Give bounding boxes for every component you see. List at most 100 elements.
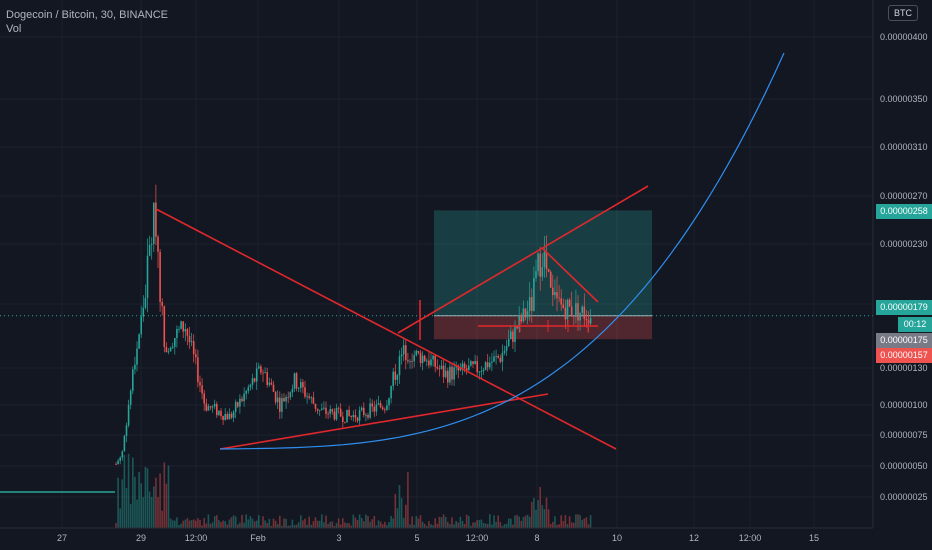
- y-axis: 0.00000400 0.00000350 0.00000310 0.00000270…: [872, 0, 928, 528]
- x-tick-label: 12:00: [739, 533, 762, 543]
- candle-body: [283, 398, 285, 402]
- volume-bar: [503, 524, 506, 528]
- volume-bar: [413, 524, 415, 528]
- volume-bar: [575, 514, 577, 528]
- candle-body: [201, 385, 203, 394]
- volume-bar: [352, 514, 355, 528]
- candle-body: [234, 402, 237, 412]
- candle-body: [365, 414, 367, 416]
- volume-bar: [493, 515, 495, 528]
- volume-bar: [178, 525, 180, 528]
- volume-bar: [184, 519, 187, 528]
- volume-bar: [150, 496, 153, 528]
- candle-body: [232, 411, 235, 418]
- volume-bar: [159, 473, 161, 528]
- drawings[interactable]: [155, 52, 785, 450]
- volume-bar: [312, 521, 315, 528]
- candle-body: [159, 251, 161, 302]
- candle-body: [153, 202, 155, 244]
- volume-bar: [371, 519, 373, 528]
- candle-body: [476, 361, 478, 373]
- candle-body: [526, 311, 529, 318]
- candle-body: [295, 373, 298, 389]
- y-tick-label: 0.00000350: [880, 94, 928, 104]
- volume-bar: [373, 515, 376, 528]
- candle-body: [392, 371, 394, 387]
- candle-body: [459, 367, 462, 371]
- volume-bar: [451, 517, 453, 528]
- candle-body: [230, 413, 233, 418]
- currency-button[interactable]: BTC: [888, 5, 918, 21]
- candle-body: [237, 402, 239, 407]
- volume-bar: [293, 525, 296, 528]
- candle-body: [220, 410, 222, 417]
- volume-bar: [251, 518, 254, 528]
- volume-bar: [394, 493, 397, 528]
- candle-body: [386, 405, 388, 410]
- candle-body: [356, 417, 359, 421]
- candle-body: [146, 255, 149, 298]
- candle-body: [184, 329, 187, 332]
- candle-body: [140, 316, 142, 335]
- volume-bar: [342, 518, 344, 528]
- volume-indicator-label[interactable]: Vol: [6, 23, 22, 35]
- x-tick-label: 15: [809, 533, 819, 543]
- candle-body: [291, 388, 294, 393]
- volume-bar: [230, 517, 233, 528]
- candle-body: [123, 435, 126, 452]
- volume-bar: [482, 522, 485, 528]
- volume-bar: [339, 524, 342, 528]
- volume-bar: [419, 515, 422, 528]
- candle-body: [192, 341, 195, 355]
- candle-body: [417, 350, 420, 353]
- volume-bar: [528, 516, 531, 528]
- candle-body: [402, 345, 405, 355]
- candle-body: [545, 251, 548, 270]
- y-tick-label: 0.00000310: [880, 142, 928, 152]
- y-tick-label: 0.00000400: [880, 32, 928, 42]
- candle-body: [507, 339, 510, 347]
- candle-body: [375, 404, 378, 412]
- volume-bar: [524, 515, 527, 528]
- candle-body: [285, 397, 287, 402]
- candle-body: [304, 387, 306, 397]
- candle-body: [562, 304, 565, 308]
- volume-bar: [138, 472, 140, 528]
- volume-bar: [123, 454, 126, 528]
- candle-body: [132, 369, 134, 391]
- candle-body: [138, 334, 140, 349]
- candle-body: [249, 384, 252, 388]
- volume-bar: [281, 525, 283, 528]
- volume-bar: [297, 522, 300, 528]
- candle-body: [409, 361, 411, 362]
- volume-bar: [237, 524, 239, 528]
- volume-bar: [478, 520, 481, 528]
- volume-bar: [232, 515, 235, 528]
- candle-body: [528, 297, 531, 312]
- position-box[interactable]: [0, 210, 873, 340]
- volume-bar: [398, 485, 401, 528]
- stop-zone: [434, 315, 652, 340]
- candle-body: [552, 287, 554, 296]
- candle-body: [205, 403, 208, 411]
- candle-body: [272, 384, 275, 392]
- volume-bar: [129, 503, 132, 528]
- candle-body: [447, 370, 449, 383]
- x-tick-label: 3: [336, 533, 341, 543]
- candle-body: [270, 382, 273, 385]
- candle-body: [468, 365, 470, 371]
- x-tick-label: 8: [534, 533, 539, 543]
- volume-bar: [426, 525, 428, 528]
- y-tick-label: 0.00000230: [880, 239, 928, 249]
- volume-bar: [459, 516, 462, 528]
- y-tick-label: 0.00000050: [880, 461, 928, 471]
- volume-bar: [140, 483, 142, 528]
- volume-bar: [423, 523, 426, 528]
- volume-bar: [205, 523, 208, 528]
- trendline: [155, 208, 617, 450]
- candle-body: [203, 393, 205, 404]
- volume-bar: [115, 523, 117, 528]
- volume-bar: [295, 524, 298, 528]
- volume-bar: [560, 515, 562, 528]
